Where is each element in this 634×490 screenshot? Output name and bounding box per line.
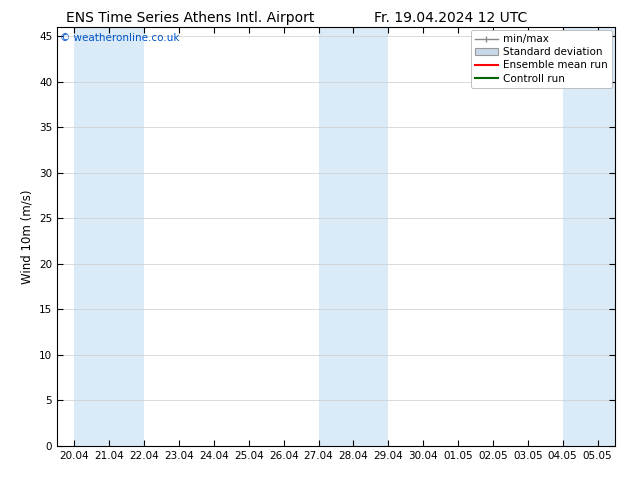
Bar bbox=[354, 27, 388, 446]
Bar bbox=[563, 27, 615, 446]
Y-axis label: Wind 10m (m/s): Wind 10m (m/s) bbox=[20, 189, 34, 284]
Text: Fr. 19.04.2024 12 UTC: Fr. 19.04.2024 12 UTC bbox=[373, 11, 527, 25]
Text: © weatheronline.co.uk: © weatheronline.co.uk bbox=[60, 33, 179, 43]
Bar bbox=[319, 27, 354, 446]
Text: ENS Time Series Athens Intl. Airport: ENS Time Series Athens Intl. Airport bbox=[66, 11, 314, 25]
Bar bbox=[110, 27, 145, 446]
Legend: min/max, Standard deviation, Ensemble mean run, Controll run: min/max, Standard deviation, Ensemble me… bbox=[470, 30, 612, 88]
Bar bbox=[75, 27, 110, 446]
